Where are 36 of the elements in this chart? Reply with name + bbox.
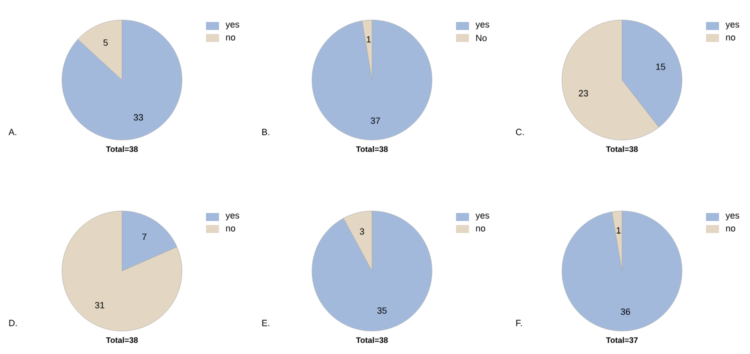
data-label: 37 — [370, 117, 380, 124]
text: E. — [262, 320, 270, 326]
legend-label: yes — [726, 22, 740, 30]
text: D. — [9, 320, 17, 326]
text: Total=38 — [606, 146, 638, 152]
data-label: 31 — [95, 302, 104, 308]
text: Total=37 — [606, 337, 638, 343]
legend-label: no — [476, 226, 486, 232]
data-label: 1 — [616, 227, 621, 234]
data-label: 23 — [578, 90, 588, 96]
text: Total=38 — [356, 337, 388, 343]
legend-label: no — [226, 226, 236, 232]
legend-label: yes — [226, 214, 240, 220]
text: Total=38 — [106, 146, 138, 152]
legend-label: no — [726, 226, 736, 232]
text: C. — [516, 128, 524, 136]
data-label: 33 — [134, 114, 144, 121]
data-label: 35 — [377, 307, 387, 314]
data-label: 7 — [142, 234, 146, 240]
text: Total=38 — [356, 146, 388, 152]
data-label: 36 — [620, 308, 630, 315]
data-label: 5 — [103, 39, 108, 46]
text: B. — [262, 128, 270, 136]
text: Total=38 — [106, 337, 138, 343]
legend-label: yes — [726, 214, 740, 220]
legend-label: No — [476, 34, 487, 42]
data-label: 15 — [656, 64, 666, 70]
legend-label: no — [726, 36, 736, 40]
legend-label: no — [226, 36, 236, 40]
text: A. — [8, 128, 16, 136]
text: F. — [516, 320, 522, 326]
legend-label: yes — [476, 22, 490, 30]
data-label: 1 — [366, 36, 371, 42]
legend-label: yes — [226, 22, 240, 30]
legend-label: yes — [476, 214, 490, 220]
data-label: 3 — [360, 228, 364, 235]
